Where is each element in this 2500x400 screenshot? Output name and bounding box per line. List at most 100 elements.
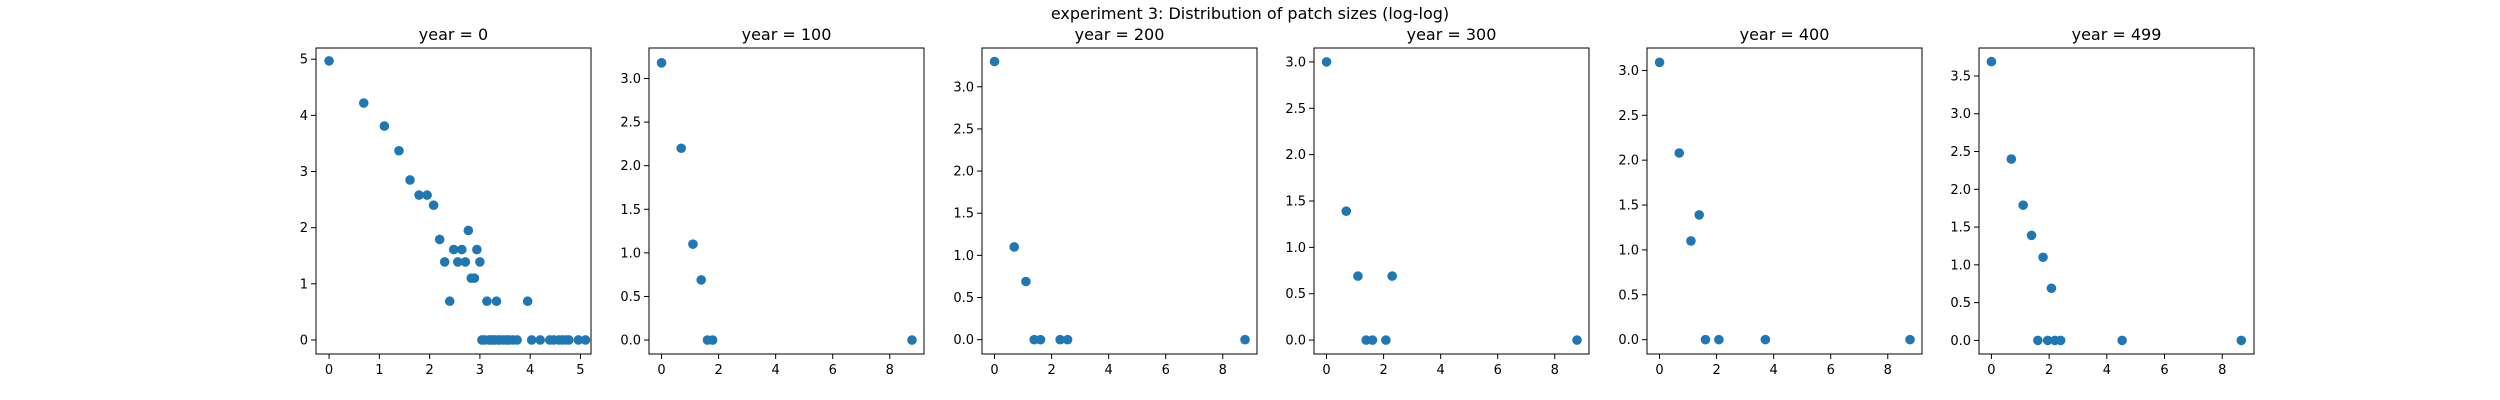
x-tick-label: 3 — [476, 363, 484, 378]
x-tick-label: 4 — [1437, 363, 1445, 378]
data-point — [526, 335, 537, 345]
data-point — [2236, 335, 2247, 346]
data-point — [448, 244, 459, 255]
y-tick-label: 1 — [300, 277, 308, 292]
subplot-2: year = 100 0 2 4 6 8 0.0 0.5 1.0 1.5 2.0 2.5 3.0 — [620, 25, 925, 378]
data-point — [1035, 334, 1046, 345]
y-tick-label: 1.0 — [1618, 243, 1639, 258]
data-point — [1341, 206, 1352, 216]
y-tick-label: 2.5 — [1285, 102, 1306, 117]
y-tick-label: 3.0 — [1618, 64, 1639, 79]
data-point — [405, 175, 415, 185]
axes-frame — [1646, 47, 1923, 355]
x-tick-label: 6 — [1827, 363, 1835, 378]
subplot-title: year = 499 — [2072, 25, 2162, 44]
y-tick-label: 1.0 — [1285, 241, 1306, 256]
y-tick-label: 2.5 — [1618, 109, 1639, 124]
data-point — [907, 335, 917, 345]
data-point — [656, 58, 667, 68]
data-point — [2038, 252, 2048, 263]
data-point — [1686, 236, 1696, 246]
x-tick-label: 0 — [1987, 363, 1995, 378]
y-tick-label: 3 — [300, 165, 308, 180]
data-point — [676, 143, 687, 154]
data-point — [469, 273, 480, 284]
data-point — [2046, 283, 2057, 294]
data-point — [1321, 57, 1332, 67]
y-tick-label: 0.5 — [1618, 288, 1639, 303]
data-point — [324, 56, 334, 66]
data-point — [444, 296, 455, 307]
subplot-grid: year = 0 0 1 2 3 4 5 0 1 2 3 4 5 year = 100 0 2 4 6 8 0.0 0.… — [300, 25, 2255, 378]
y-tick-label: 0.5 — [1950, 296, 1971, 311]
x-tick-label: 8 — [1551, 363, 1559, 378]
data-point — [2117, 335, 2127, 346]
y-tick-label: 2.5 — [1950, 145, 1971, 160]
x-tick-label: 8 — [2218, 363, 2226, 378]
y-tick-label: 2.0 — [620, 159, 641, 174]
x-tick-label: 1 — [375, 363, 383, 378]
figure-title: experiment 3: Distribution of patch size… — [1051, 4, 1449, 23]
x-tick-label: 8 — [886, 363, 894, 378]
x-tick-label: 0 — [990, 363, 998, 378]
data-point — [1353, 271, 1363, 281]
x-tick-label: 6 — [2160, 363, 2168, 378]
data-point — [1387, 271, 1397, 281]
data-point — [1572, 335, 1582, 345]
data-point — [491, 296, 502, 307]
data-point — [1240, 334, 1250, 345]
subplot-title: year = 0 — [419, 25, 488, 44]
data-point — [472, 244, 482, 255]
y-tick-label: 0.0 — [953, 333, 974, 348]
data-point — [1905, 334, 1915, 345]
data-point — [1714, 334, 1724, 345]
y-tick-label: 3.0 — [1950, 107, 1971, 122]
data-point — [1062, 334, 1073, 345]
y-tick-label: 4 — [300, 109, 308, 124]
data-point — [463, 225, 474, 236]
x-tick-label: 0 — [657, 363, 665, 378]
y-tick-label: 1.5 — [1618, 199, 1639, 214]
data-point — [1367, 335, 1378, 345]
data-point — [456, 244, 467, 255]
x-tick-label: 2 — [1379, 363, 1387, 378]
data-point — [512, 335, 522, 345]
subplot-5: year = 400 0 2 4 6 8 0.0 0.5 1.0 1.5 2.0 2.5 3.0 — [1618, 25, 1923, 378]
data-point — [1986, 56, 1997, 67]
x-tick-label: 4 — [2103, 363, 2111, 378]
data-point — [580, 335, 591, 345]
x-tick-label: 4 — [526, 363, 534, 378]
y-tick-label: 2.0 — [1618, 154, 1639, 169]
y-tick-label: 1.0 — [953, 249, 974, 264]
x-tick-label: 2 — [2045, 363, 2053, 378]
data-point — [482, 296, 492, 307]
data-point — [2033, 335, 2043, 346]
subplot-title: year = 100 — [742, 25, 832, 44]
y-tick-label: 2.0 — [1285, 148, 1306, 163]
y-tick-label: 3.0 — [620, 72, 641, 87]
data-point — [475, 257, 485, 267]
subplot-6: year = 499 0 2 4 6 8 0.0 0.5 1.0 1.5 2.0 2.5 3.0 3.5 — [1950, 25, 2255, 378]
subplot-title: year = 200 — [1075, 25, 1165, 44]
y-tick-label: 1.5 — [1950, 221, 1971, 236]
data-point — [522, 296, 533, 307]
x-tick-label: 2 — [1047, 363, 1055, 378]
data-point — [1694, 210, 1705, 220]
data-point — [358, 98, 369, 108]
data-point — [1021, 276, 1031, 287]
x-tick-label: 6 — [1162, 363, 1170, 378]
y-tick-label: 1.0 — [620, 246, 641, 261]
data-point — [439, 257, 450, 267]
data-point — [688, 239, 698, 249]
data-point — [1009, 242, 1020, 252]
data-point — [2055, 335, 2066, 346]
data-point — [564, 335, 574, 345]
y-tick-label: 0.0 — [1950, 334, 1971, 349]
data-point — [394, 145, 404, 156]
y-tick-label: 3.0 — [1285, 55, 1306, 70]
axes-frame — [1978, 47, 2255, 355]
data-point — [1654, 57, 1665, 68]
data-point — [379, 121, 390, 131]
x-tick-label: 6 — [829, 363, 837, 378]
x-tick-label: 8 — [1884, 363, 1892, 378]
